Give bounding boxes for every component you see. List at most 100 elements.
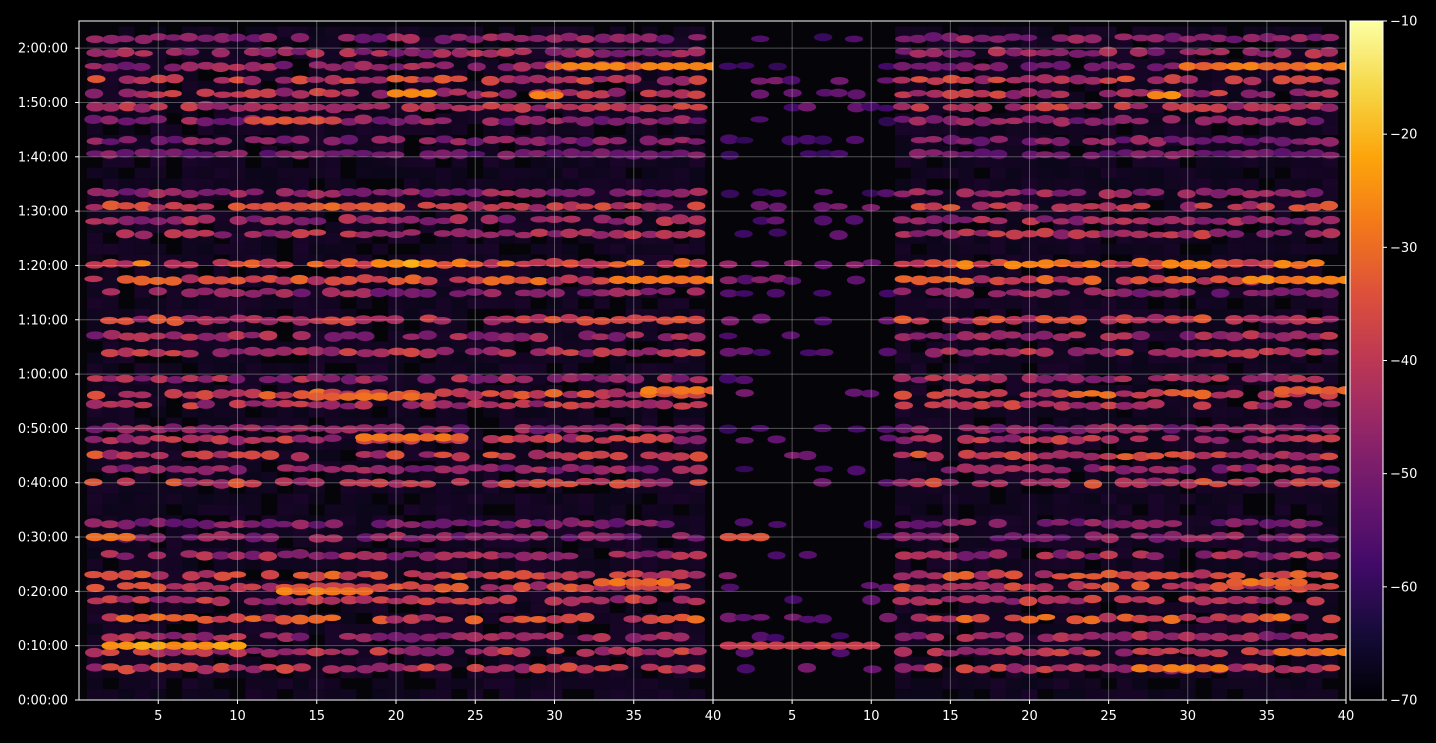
heatmap-cell [656, 614, 676, 624]
heatmap-cell [1274, 200, 1291, 212]
heatmap-cell [971, 613, 990, 623]
heatmap-cell [1227, 537, 1244, 548]
heatmap-cell [594, 428, 610, 440]
heatmap-cell [292, 623, 309, 635]
heatmap-cell [116, 464, 135, 473]
heatmap-cell [657, 471, 674, 483]
heatmap-cell [562, 26, 579, 38]
heatmap-cell [466, 276, 486, 285]
heatmap-cell [498, 594, 518, 605]
heatmap-cell [179, 596, 199, 604]
heatmap-cell [85, 425, 105, 434]
heatmap-cell [1164, 319, 1180, 331]
heatmap-cell [673, 537, 690, 548]
heatmap-cell [1021, 689, 1038, 700]
heatmap-cell [639, 425, 658, 432]
heatmap-cell [356, 558, 373, 570]
heatmap-cell [673, 526, 690, 538]
heatmap-cell [467, 471, 484, 483]
heatmap-cell [530, 623, 547, 635]
heatmap-cell [402, 550, 421, 558]
heatmap-cell [1132, 59, 1149, 70]
heatmap-cell [182, 558, 198, 570]
heatmap-cell [372, 417, 389, 429]
heatmap-cell [419, 471, 436, 483]
heatmap-cell [1148, 156, 1165, 168]
heatmap-cell [562, 596, 581, 607]
heatmap-cell [1100, 689, 1117, 700]
heatmap-cell [514, 623, 531, 635]
heatmap-cell [1148, 602, 1165, 614]
heatmap-cell [356, 471, 373, 483]
heatmap-cell [307, 229, 327, 236]
heatmap-cell [228, 451, 247, 459]
heatmap-cell [1164, 439, 1180, 451]
heatmap-cell [388, 493, 404, 505]
heatmap-cell [149, 517, 168, 528]
heatmap-cell [260, 598, 279, 606]
heatmap-cell [467, 689, 484, 700]
heatmap-cell [451, 452, 470, 462]
heatmap-cell [1084, 156, 1101, 168]
heatmap-cell [1211, 526, 1228, 538]
heatmap-cell [529, 663, 548, 674]
heatmap-cell [150, 602, 167, 614]
heatmap-cell [1227, 667, 1244, 679]
heatmap-cell [118, 178, 135, 190]
heatmap-cell [166, 102, 183, 114]
heatmap-cell [292, 504, 309, 516]
heatmap-cell [673, 515, 690, 527]
heatmap-cell [1131, 571, 1150, 581]
heatmap-cell [132, 663, 151, 673]
heatmap-cell [989, 537, 1006, 548]
heatmap-cell [1274, 308, 1291, 320]
heatmap-cell [1195, 69, 1212, 81]
heatmap-cell [1100, 656, 1117, 668]
heatmap-cell [277, 26, 293, 38]
heatmap-cell [213, 124, 230, 136]
heatmap-cell [1021, 428, 1038, 440]
heatmap-cell [403, 406, 420, 418]
heatmap-cell [150, 558, 167, 570]
heatmap-cell [1227, 504, 1244, 516]
heatmap-hotspot [101, 641, 120, 650]
heatmap-cell [481, 596, 500, 605]
heatmap-cell [245, 526, 262, 538]
heatmap-cell [481, 390, 500, 397]
heatmap-cell [182, 571, 201, 581]
heatmap-cell [546, 243, 563, 255]
heatmap-cell [1132, 374, 1149, 385]
heatmap-cell [338, 149, 357, 157]
heatmap-cell [496, 552, 516, 559]
heatmap-cell [499, 526, 515, 538]
heatmap-cell [197, 689, 214, 700]
heatmap-hotspot [307, 392, 326, 401]
heatmap-cell [594, 69, 610, 81]
heatmap-cell [227, 288, 246, 298]
heatmap-cell [307, 217, 327, 226]
heatmap-cell [989, 634, 1006, 646]
heatmap-cell [1069, 678, 1085, 690]
heatmap-cell [388, 265, 404, 277]
heatmap-hotspot [703, 386, 713, 395]
heatmap-cell [1243, 265, 1259, 277]
heatmap-cell [973, 647, 992, 656]
heatmap-cell [641, 526, 658, 538]
heatmap-cell [671, 452, 690, 461]
heatmap-cell [1195, 178, 1212, 190]
heatmap-cell [530, 417, 547, 429]
heatmap-cell [687, 348, 706, 357]
heatmap-cell [227, 532, 246, 541]
heatmap-cell [134, 417, 151, 429]
heatmap-cell [197, 678, 214, 690]
heatmap-cell [640, 347, 660, 356]
heatmap-cell [102, 667, 119, 679]
heatmap-cell [213, 341, 230, 353]
heatmap-cell [1306, 482, 1323, 494]
heatmap-cell [181, 374, 200, 383]
heatmap-cell [1053, 156, 1070, 168]
heatmap-cell [1116, 558, 1133, 570]
heatmap-cell [100, 549, 119, 558]
heatmap-cell [1084, 504, 1101, 516]
